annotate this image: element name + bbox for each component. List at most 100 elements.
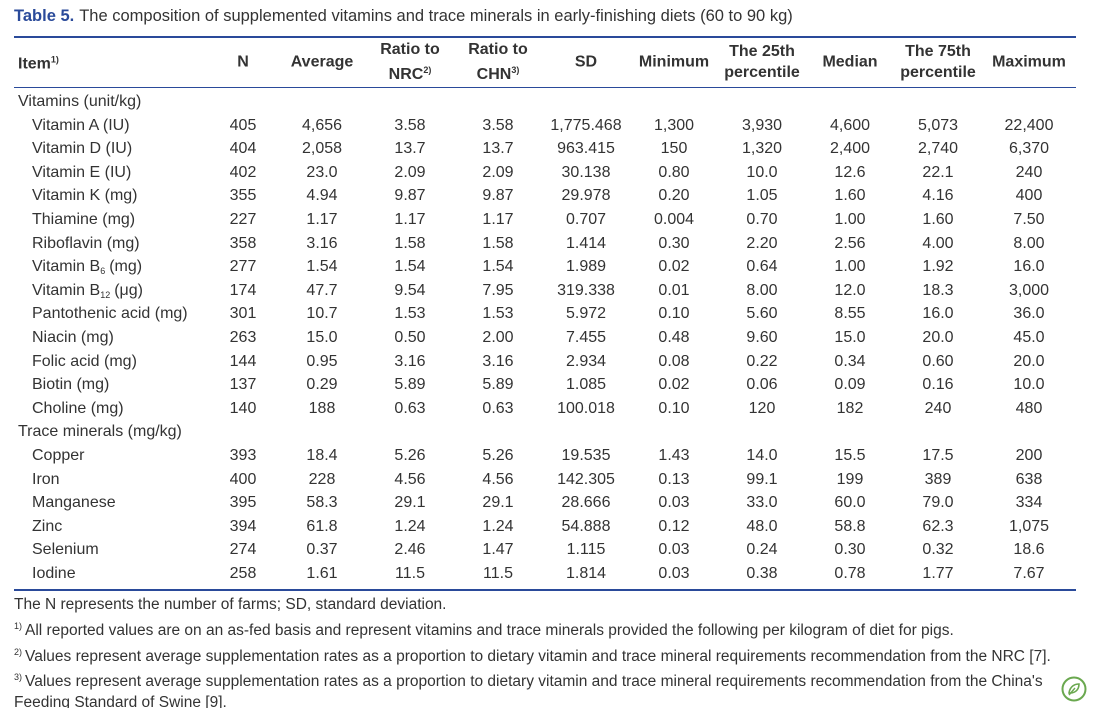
- cell: 0.70: [746, 211, 778, 228]
- cell: 0.24: [746, 541, 778, 559]
- text-run: Values represent average supplementation…: [14, 673, 1043, 708]
- cell: 1.814: [565, 565, 607, 582]
- cell: 1.00: [834, 258, 866, 276]
- cell: 0.22: [746, 352, 778, 370]
- cell: 400: [1015, 187, 1043, 205]
- cell: 199: [836, 470, 864, 488]
- cell: 1.92: [922, 258, 954, 276]
- sup-text: 3): [511, 65, 520, 75]
- cell: 3,000: [1008, 281, 1050, 299]
- row-label: Pantothenic acid (mg): [32, 305, 188, 323]
- cell: 355: [229, 187, 257, 205]
- cell: 2.00: [482, 329, 514, 346]
- row-label: Vitamin K (mg): [32, 187, 138, 205]
- cell: 404: [229, 140, 257, 158]
- cell: 9.87: [394, 187, 426, 205]
- cell: 1.17: [482, 211, 514, 228]
- cell: 29.1: [482, 494, 514, 512]
- cell: 3.16: [394, 352, 426, 370]
- column-header: SD: [575, 52, 597, 73]
- row-label: Vitamin D (IU): [32, 140, 133, 158]
- text-run: (mg): [109, 258, 143, 276]
- column-header: Median: [822, 52, 877, 73]
- header-line: NRC2): [380, 60, 440, 85]
- cell: 402: [229, 163, 257, 181]
- cell: 0.30: [658, 234, 690, 252]
- header-line: CHN3): [468, 60, 528, 85]
- cell: 0.64: [746, 258, 778, 276]
- cell: 0.02: [658, 376, 690, 394]
- column-header: Average: [291, 52, 354, 73]
- cell: 5.89: [482, 376, 514, 394]
- cell: 54.888: [561, 517, 611, 535]
- cell: 358: [229, 234, 257, 252]
- row-label: Choline (mg): [32, 399, 124, 417]
- cell: 1,320: [741, 140, 783, 158]
- cell: 2.09: [394, 163, 426, 181]
- row-label: Selenium: [32, 541, 99, 559]
- label-text: Table 5.: [14, 7, 75, 25]
- cell: 0.08: [658, 352, 690, 370]
- cell: 10.0: [746, 163, 778, 181]
- cell: 0.10: [658, 305, 690, 323]
- column-header: Item1): [18, 50, 59, 75]
- sub-text: 12: [100, 289, 111, 300]
- header-rule: [14, 87, 1076, 88]
- header-line: percentile: [900, 64, 976, 81]
- cell: 2,400: [829, 140, 871, 158]
- cell: 140: [229, 399, 257, 417]
- cell: 2.46: [394, 541, 426, 559]
- cell: 319.338: [557, 281, 615, 299]
- row-label: Riboflavin (mg): [32, 234, 140, 252]
- cell: 0.95: [306, 352, 338, 370]
- text-run: (μg): [114, 281, 143, 299]
- cell: 17.5: [922, 447, 954, 464]
- cell: 4.16: [922, 187, 954, 205]
- cell: 1.47: [482, 541, 514, 559]
- cell: 18.6: [1013, 541, 1045, 559]
- cell: 400: [229, 470, 257, 488]
- text-run: Values represent average supplementation…: [25, 647, 1051, 665]
- sup-text: 1): [50, 54, 59, 65]
- cell: 301: [229, 305, 257, 323]
- cell: 11.5: [395, 565, 425, 582]
- cell: 2.09: [482, 163, 514, 181]
- cell: 13.7: [482, 140, 514, 158]
- cell: 0.50: [394, 329, 426, 346]
- text-run: CHN: [476, 66, 512, 83]
- cell: 48.0: [746, 517, 778, 535]
- cell: 12.0: [834, 281, 866, 299]
- cell: 5.89: [394, 376, 426, 394]
- group-title: Trace minerals (mg/kg): [18, 423, 182, 441]
- cell: 33.0: [746, 494, 778, 512]
- cell: 0.63: [482, 399, 514, 417]
- cell: 1.60: [922, 211, 954, 228]
- header-line: Maximum: [992, 53, 1066, 71]
- cell: 120: [748, 399, 776, 417]
- cell: 277: [229, 258, 257, 276]
- cell: 15.0: [834, 329, 866, 346]
- cell: 0.12: [658, 517, 690, 535]
- row-label: Folic acid (mg): [32, 352, 137, 370]
- sub-text: 6: [100, 266, 106, 277]
- cell: 5,073: [917, 116, 959, 134]
- column-header: The 75th percentile: [900, 41, 976, 83]
- header-line: percentile: [724, 64, 800, 81]
- cell: 1.989: [565, 258, 607, 276]
- header-line: SD: [574, 53, 598, 71]
- cell: 1.77: [922, 565, 954, 582]
- cell: 1.05: [746, 187, 778, 205]
- sup-text: 3): [14, 672, 23, 683]
- footnote: 2) Values represent average supplementati…: [14, 642, 1064, 668]
- cell: 23.0: [306, 163, 338, 181]
- cell: 0.10: [658, 399, 690, 417]
- cell: 8.55: [834, 305, 866, 323]
- cell: 2,740: [917, 140, 959, 158]
- row-label: Vitamin B12 (μg): [32, 282, 143, 300]
- cell: 1.17: [306, 211, 338, 228]
- cell: 9.54: [394, 281, 426, 299]
- cell: 1,075: [1008, 517, 1050, 535]
- cell: 20.0: [922, 329, 954, 346]
- cell: 5.26: [394, 447, 426, 464]
